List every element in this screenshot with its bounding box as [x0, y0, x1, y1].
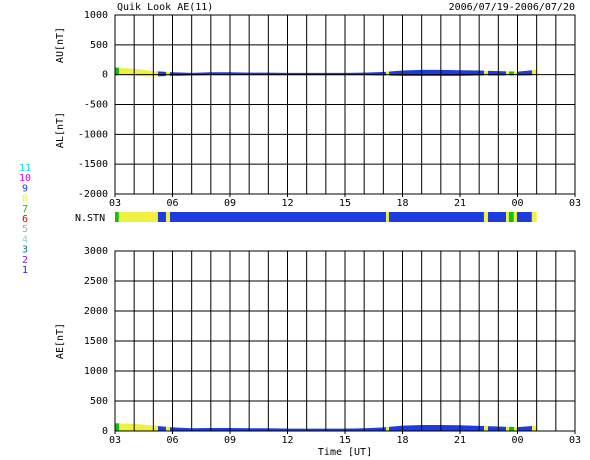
title: Quik Look AE(11) [117, 2, 213, 13]
station-segment [165, 212, 171, 222]
y-axis-label: AU[nT] [55, 27, 66, 63]
x-tick-label: 18 [396, 435, 408, 446]
station-segment [157, 212, 166, 222]
x-tick-label: 15 [339, 198, 351, 209]
y-tick-label: 3000 [84, 246, 108, 257]
y-tick-label: 2000 [84, 306, 108, 317]
y-tick-label: -1000 [78, 129, 108, 140]
x-tick-label: 21 [454, 198, 466, 209]
y-tick-label: 0 [102, 426, 108, 437]
y-tick-label: 1000 [84, 10, 108, 21]
station-segment [388, 212, 484, 222]
x-tick-label: 15 [339, 435, 351, 446]
y-tick-label: -2000 [78, 189, 108, 200]
x-tick-label: 18 [396, 198, 408, 209]
legend-entry: 11 [19, 163, 31, 174]
plot-frame [114, 250, 576, 432]
station-segment [508, 212, 514, 222]
area [115, 67, 537, 75]
x-tick-label: 03 [569, 198, 581, 209]
station-segment [118, 212, 158, 222]
legend-entry: 5 [22, 224, 28, 235]
y-tick-label: 0 [102, 70, 108, 81]
x-tick-label: 00 [511, 435, 523, 446]
legend-entry: 1 [22, 265, 28, 276]
legend-entry: 10 [19, 173, 31, 184]
legend-entry: 9 [22, 183, 28, 194]
plot-frame [114, 14, 576, 195]
y-tick-label: -500 [84, 100, 108, 111]
y-axis-label: AE[nT] [55, 323, 66, 359]
y-tick-label: 1500 [84, 336, 108, 347]
y-axis-label: AL[nT] [55, 112, 66, 148]
area [115, 423, 537, 431]
y-tick-label: 1000 [84, 366, 108, 377]
station-segment [513, 212, 517, 222]
x-tick-label: 21 [454, 435, 466, 446]
station-segment [487, 212, 506, 222]
legend-entry: 7 [22, 204, 28, 215]
y-tick-label: -1500 [78, 159, 108, 170]
x-tick-label: 03 [109, 435, 121, 446]
x-tick-label: 06 [166, 435, 178, 446]
legend-entry: 2 [22, 255, 28, 266]
x-tick-label: 00 [511, 198, 523, 209]
legend-entry: 4 [22, 234, 28, 245]
legend-entry: 3 [22, 245, 28, 256]
station-segment [483, 212, 488, 222]
x-tick-label: 06 [166, 198, 178, 209]
x-tick-label: 12 [281, 435, 293, 446]
strip-label: N.STN [75, 213, 105, 224]
x-tick-label: 09 [224, 198, 236, 209]
x-tick-label: 03 [109, 198, 121, 209]
station-segment [531, 212, 537, 222]
station-segment [170, 212, 387, 222]
legend-entry: 8 [22, 194, 28, 205]
y-tick-label: 500 [90, 40, 108, 51]
x-tick-label: 12 [281, 198, 293, 209]
x-axis-label: Time [UT] [318, 447, 372, 458]
station-segment [506, 212, 509, 222]
date-range: 2006/07/19-2006/07/20 [449, 2, 575, 13]
y-tick-label: 2500 [84, 276, 108, 287]
x-tick-label: 09 [224, 435, 236, 446]
station-segment [115, 212, 119, 222]
legend-entry: 6 [22, 214, 28, 225]
y-tick-label: 500 [90, 396, 108, 407]
station-segment [386, 212, 389, 222]
station-segment [516, 212, 532, 222]
x-tick-label: 03 [569, 435, 581, 446]
